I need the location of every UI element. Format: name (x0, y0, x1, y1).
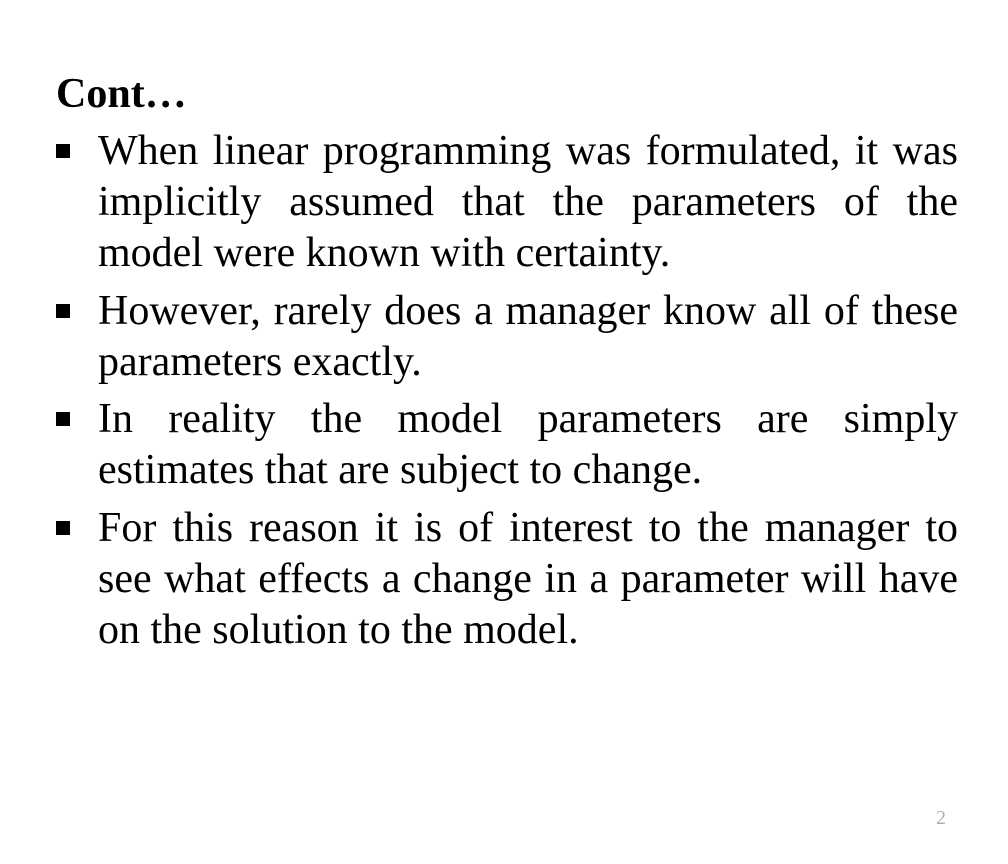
list-item: When linear programming was formulated, … (50, 126, 958, 280)
slide-title: Cont… (50, 70, 958, 118)
list-item: In reality the model parameters are simp… (50, 394, 958, 496)
list-item: However, rarely does a manager know all … (50, 286, 958, 388)
page-number: 2 (936, 807, 946, 830)
bullet-text: When linear programming was formulated, … (98, 128, 958, 276)
slide: Cont… When linear programming was formul… (0, 0, 1008, 864)
bullet-list: When linear programming was formulated, … (50, 126, 958, 656)
bullet-text: In reality the model parameters are simp… (98, 396, 958, 493)
bullet-text: For this reason it is of interest to the… (98, 505, 958, 653)
list-item: For this reason it is of interest to the… (50, 503, 958, 657)
bullet-text: However, rarely does a manager know all … (98, 288, 958, 385)
